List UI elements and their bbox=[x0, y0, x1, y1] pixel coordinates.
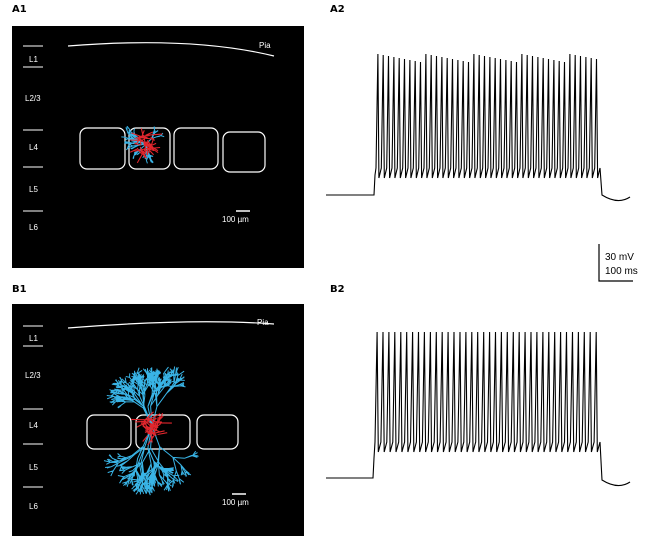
trace-svg-a2 bbox=[326, 53, 631, 202]
layer-label-l6: L6 bbox=[29, 502, 38, 511]
neuron-b1 bbox=[103, 366, 199, 496]
panel-label-b2: B2 bbox=[330, 284, 345, 295]
barrel-outlines bbox=[86, 414, 239, 450]
layer-label-l5: L5 bbox=[29, 185, 38, 194]
axon bbox=[129, 128, 163, 164]
scale-bar-time: 100 ms bbox=[605, 266, 638, 277]
layer-label-l5: L5 bbox=[29, 463, 38, 472]
trace-svg-b2 bbox=[326, 331, 631, 487]
pia-line bbox=[67, 321, 275, 329]
layer-label-l1: L1 bbox=[29, 334, 38, 343]
panel-label-b1: B1 bbox=[12, 284, 27, 295]
layer-markers bbox=[23, 325, 43, 488]
pia-label: Pia bbox=[257, 318, 269, 327]
trace-path-a2 bbox=[326, 53, 631, 202]
voltage-trace-b2 bbox=[326, 320, 636, 505]
axon bbox=[131, 411, 172, 446]
scale-bar-label: 100 µm bbox=[222, 498, 249, 507]
trace-path-b2 bbox=[326, 331, 631, 487]
scale-bar-voltage: 30 mV bbox=[605, 252, 634, 263]
morphology-panel-b1: Pia L1 L2/3 L4 L5 L6 100 µm bbox=[12, 304, 304, 536]
morphology-svg-b1: Pia L1 L2/3 L4 L5 L6 100 µm bbox=[23, 318, 275, 511]
panel-label-a2: A2 bbox=[330, 4, 345, 15]
trace-scale-bar bbox=[598, 244, 633, 282]
layer-label-l4: L4 bbox=[29, 421, 38, 430]
pia-line bbox=[67, 42, 275, 57]
layer-label-l4: L4 bbox=[29, 143, 38, 152]
barrel-outlines bbox=[79, 127, 266, 173]
panel-label-a1: A1 bbox=[12, 4, 27, 15]
pia-label: Pia bbox=[259, 41, 271, 50]
dendrites bbox=[121, 125, 165, 164]
layer-label-l23: L2/3 bbox=[25, 371, 41, 380]
soma bbox=[143, 141, 149, 147]
neuron-a1 bbox=[121, 125, 165, 164]
layer-label-l1: L1 bbox=[29, 55, 38, 64]
scale-bar-label: 100 µm bbox=[222, 215, 249, 224]
soma bbox=[149, 423, 155, 429]
layer-markers bbox=[23, 45, 43, 212]
layer-label-l6: L6 bbox=[29, 223, 38, 232]
layer-label-l23: L2/3 bbox=[25, 94, 41, 103]
morphology-panel-a1: Pia L1 L2/3 L4 L5 L6 100 µm bbox=[12, 26, 304, 268]
morphology-svg-a1: Pia L1 L2/3 L4 L5 L6 100 µm bbox=[23, 41, 275, 232]
voltage-trace-a2 bbox=[326, 40, 636, 225]
